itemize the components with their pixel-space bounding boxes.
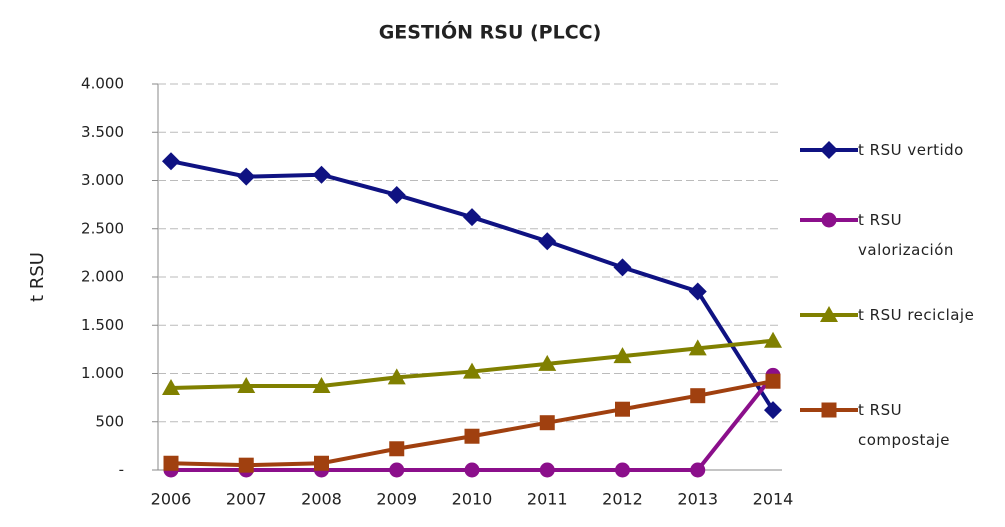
marker (238, 457, 254, 473)
y-tick-label: - (119, 461, 124, 479)
marker (387, 368, 406, 385)
x-tick-label: 2007 (226, 490, 267, 509)
chart-title: GESTIÓN RSU (PLCC) (379, 20, 602, 44)
marker (312, 377, 331, 394)
marker (615, 401, 630, 417)
marker (538, 354, 557, 371)
x-tick-label: 2010 (452, 490, 493, 509)
marker (162, 152, 180, 171)
marker (765, 373, 781, 389)
marker (237, 167, 256, 186)
marker (163, 455, 179, 471)
series-line (170, 379, 774, 468)
marker (314, 455, 329, 471)
marker (312, 165, 331, 184)
x-tick-label: 2006 (151, 490, 192, 509)
marker (539, 462, 555, 478)
y-tick-label: 4.000 (81, 75, 124, 93)
y-tick-label: 2.500 (81, 219, 124, 237)
legend-label: t RSU vertido (858, 141, 964, 159)
x-tick-label: 2008 (301, 490, 342, 509)
series-line (171, 374, 775, 472)
legend-label: t RSU compostaje (858, 401, 951, 449)
marker (615, 462, 630, 478)
x-tick-label: 2012 (602, 490, 643, 509)
y-tick-label: 3.000 (81, 171, 124, 189)
marker (389, 441, 405, 457)
legend-marker (821, 212, 837, 228)
marker (538, 232, 557, 251)
marker (688, 282, 707, 301)
marker (688, 339, 707, 356)
marker (463, 362, 481, 379)
marker (237, 377, 256, 394)
marker (613, 258, 632, 277)
marker (162, 378, 180, 395)
marker (463, 208, 481, 227)
x-tick-label: 2009 (376, 490, 417, 509)
y-tick-label: 2.000 (81, 268, 124, 286)
marker (464, 462, 480, 478)
y-tick-label: 1.500 (81, 316, 124, 334)
y-tick-label: 3.500 (81, 123, 124, 141)
y-tick-label: 1.000 (81, 364, 124, 382)
marker (690, 388, 706, 404)
y-tick-label: 500 (95, 412, 124, 430)
legend-marker (820, 141, 838, 159)
y-axis-label: t RSU (27, 252, 48, 302)
marker (464, 428, 480, 444)
marker (764, 401, 782, 420)
x-tick-label: 2011 (527, 490, 568, 509)
legend-label: t RSU valorización (858, 211, 954, 259)
legend-label: t RSU reciclaje (858, 306, 975, 324)
marker (613, 347, 632, 364)
legend-marker (820, 306, 838, 322)
marker (387, 185, 406, 204)
x-tick-label: 2014 (753, 490, 794, 509)
legend-marker (821, 402, 837, 418)
marker (539, 415, 555, 431)
x-tick-label: 2013 (677, 490, 718, 509)
marker (764, 331, 782, 348)
marker (690, 462, 706, 478)
marker (389, 462, 405, 478)
